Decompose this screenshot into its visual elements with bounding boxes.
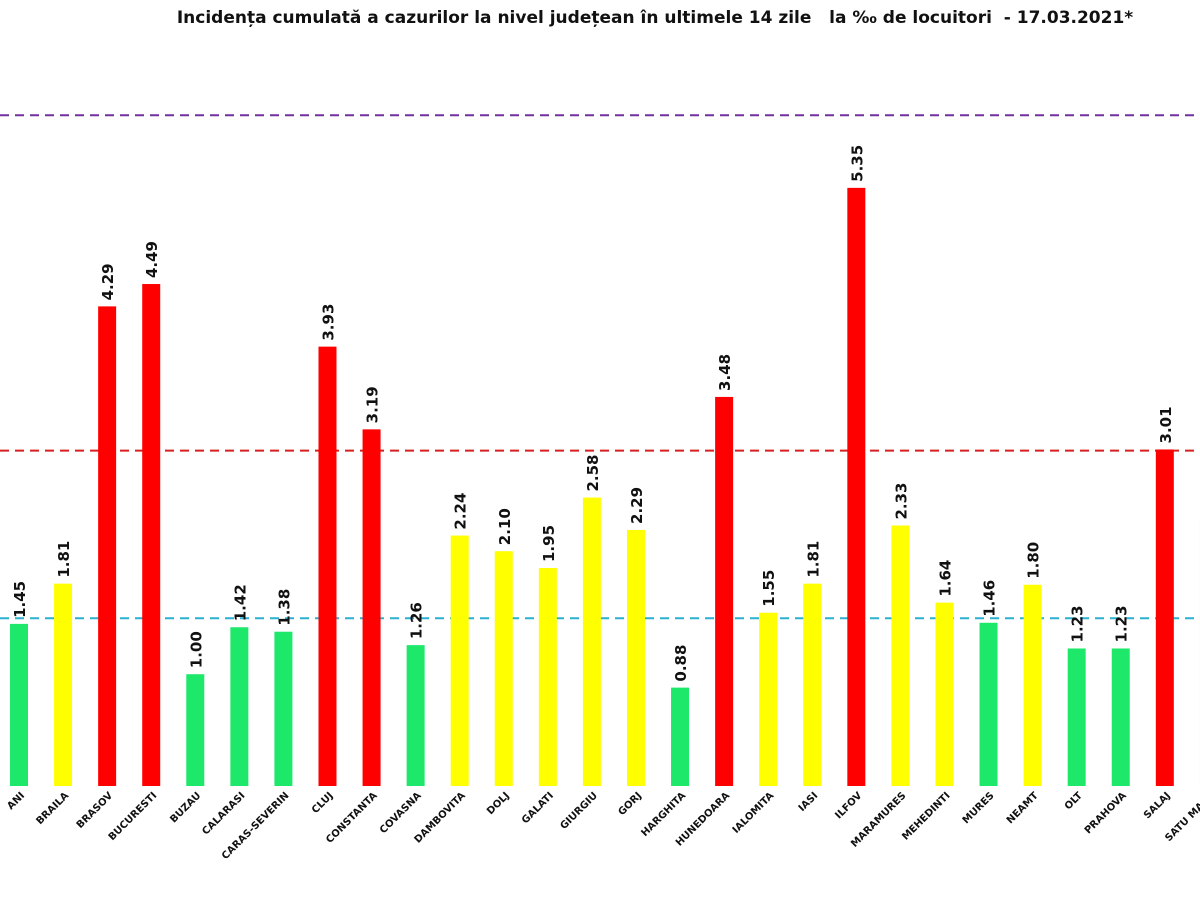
bar-constanta bbox=[362, 429, 381, 786]
category-label-11: DOLJ bbox=[485, 790, 512, 817]
category-label-26: SALAJ bbox=[1142, 790, 1173, 821]
value-label-23: 1.80 bbox=[1025, 542, 1043, 579]
value-label-5: 1.42 bbox=[231, 584, 249, 621]
value-label-11: 2.10 bbox=[496, 508, 514, 545]
category-label-1: BRAILA bbox=[34, 790, 71, 827]
value-labels: 1.45 1.81 4.29 4.49 1.00 1.42 1.38 3.93 3.19 1.26… bbox=[11, 145, 1175, 682]
value-label-4: 1.00 bbox=[187, 631, 205, 668]
bar-ilfov bbox=[847, 187, 866, 786]
value-label-3: 4.49 bbox=[143, 241, 161, 278]
category-label-25: PRAHOVA bbox=[1083, 790, 1129, 836]
value-label-2: 4.29 bbox=[99, 263, 117, 300]
bar-calarasi bbox=[230, 627, 249, 786]
bar-gorj bbox=[626, 529, 645, 786]
value-label-12: 1.95 bbox=[540, 525, 558, 562]
bar-harghita bbox=[671, 687, 690, 786]
category-label-14: GORJ bbox=[616, 790, 644, 818]
bars bbox=[10, 187, 1200, 786]
bar-bucuresti bbox=[142, 284, 161, 786]
bar-buzau bbox=[186, 674, 205, 786]
value-label-22: 1.46 bbox=[981, 580, 999, 617]
bar-mures bbox=[979, 622, 998, 786]
category-label-15: HARGHITA bbox=[639, 790, 688, 839]
value-label-15: 0.88 bbox=[672, 645, 690, 682]
category-label-4: BUZAU bbox=[168, 790, 203, 825]
bar-salaj bbox=[1155, 449, 1174, 786]
value-label-13: 2.58 bbox=[584, 455, 602, 492]
bar-giurgiu bbox=[582, 497, 601, 786]
chart-title: Incidența cumulată a cazurilor la nivel … bbox=[176, 8, 1134, 28]
category-label-12: GALATI bbox=[520, 790, 556, 826]
value-label-1: 1.81 bbox=[55, 541, 73, 578]
category-label-7: CLUJ bbox=[310, 790, 336, 816]
category-label-24: OLT bbox=[1063, 790, 1085, 812]
bar-braila bbox=[54, 583, 73, 786]
category-label-13: GIURGIU bbox=[558, 790, 600, 832]
value-label-0: 1.45 bbox=[11, 581, 29, 618]
category-label-19: ILFOV bbox=[833, 790, 864, 821]
bar-brasov bbox=[98, 306, 117, 786]
bar-dambovita bbox=[450, 535, 469, 786]
bar-botosani bbox=[10, 623, 28, 786]
bar-ialomita bbox=[759, 612, 778, 786]
bar-covasna bbox=[406, 645, 425, 786]
value-label-18: 1.81 bbox=[804, 541, 822, 578]
value-label-16: 3.48 bbox=[716, 354, 734, 391]
value-label-10: 2.24 bbox=[452, 493, 470, 530]
bar-olt bbox=[1067, 648, 1086, 786]
category-label-18: IASI bbox=[797, 790, 821, 814]
category-label-9: COVASNA bbox=[378, 790, 424, 836]
bar-cluj bbox=[318, 346, 337, 786]
value-label-25: 1.23 bbox=[1113, 605, 1131, 642]
value-label-7: 3.93 bbox=[319, 304, 337, 341]
bar-maramures bbox=[891, 525, 910, 786]
value-label-17: 1.55 bbox=[760, 570, 778, 607]
category-label-23: NEAMT bbox=[1005, 790, 1041, 826]
bar-caras-severin bbox=[274, 631, 293, 786]
value-label-21: 1.64 bbox=[936, 560, 954, 597]
bar-prahova bbox=[1111, 648, 1130, 786]
value-label-6: 1.38 bbox=[275, 589, 293, 626]
bar-galati bbox=[538, 567, 557, 786]
category-label-17: IALOMITA bbox=[731, 790, 777, 836]
category-label-2: BRASOV bbox=[75, 790, 116, 831]
value-label-8: 3.19 bbox=[364, 386, 382, 423]
bar-dolj bbox=[494, 551, 513, 786]
value-label-20: 2.33 bbox=[892, 482, 910, 519]
value-label-24: 1.23 bbox=[1069, 605, 1087, 642]
category-label-5: CALARASI bbox=[200, 790, 247, 837]
bar-neamt bbox=[1023, 584, 1042, 786]
value-label-14: 2.29 bbox=[628, 487, 646, 524]
bar-mehedinti bbox=[935, 602, 954, 786]
category-label-22: MURES bbox=[961, 790, 997, 826]
bar-iasi bbox=[803, 583, 822, 786]
bar-hunedoara bbox=[715, 396, 734, 786]
value-label-19: 5.35 bbox=[848, 145, 866, 182]
category-label-0: ANI bbox=[5, 790, 27, 812]
value-label-9: 1.26 bbox=[408, 602, 426, 639]
value-label-26: 3.01 bbox=[1157, 406, 1175, 443]
